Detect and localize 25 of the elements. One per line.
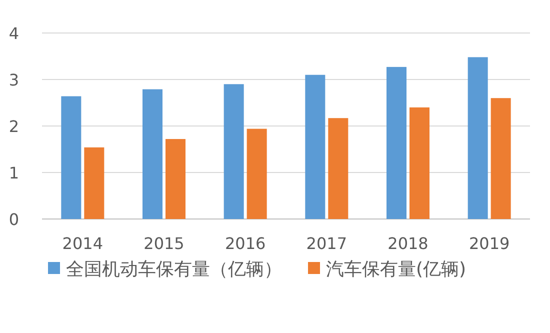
legend-label: 全国机动车保有量（亿辆） xyxy=(66,259,282,280)
x-tick-label: 2016 xyxy=(224,234,266,253)
x-tick-label: 2018 xyxy=(388,234,428,253)
bar xyxy=(224,84,244,219)
y-tick-label: 4 xyxy=(8,24,20,43)
bar xyxy=(468,57,488,219)
legend-label: 汽车保有量(亿辆) xyxy=(326,259,466,280)
y-tick-label: 0 xyxy=(8,210,20,229)
bar xyxy=(142,89,162,219)
bar xyxy=(246,128,267,219)
bar xyxy=(490,98,511,219)
bar xyxy=(166,139,186,219)
bar xyxy=(84,147,104,219)
x-tick-label: 2017 xyxy=(306,234,348,253)
x-tick-label: 2019 xyxy=(468,234,510,253)
y-tick-label: 1 xyxy=(8,164,20,182)
y-tick-label: 2 xyxy=(8,117,20,136)
x-tick-label: 2015 xyxy=(144,234,184,253)
bar xyxy=(305,74,326,219)
x-tick-label: 2014 xyxy=(62,234,104,253)
bar xyxy=(386,66,406,219)
bar xyxy=(328,118,348,219)
y-tick-label: 3 xyxy=(8,70,20,90)
bar xyxy=(61,96,82,219)
bar xyxy=(410,107,430,219)
